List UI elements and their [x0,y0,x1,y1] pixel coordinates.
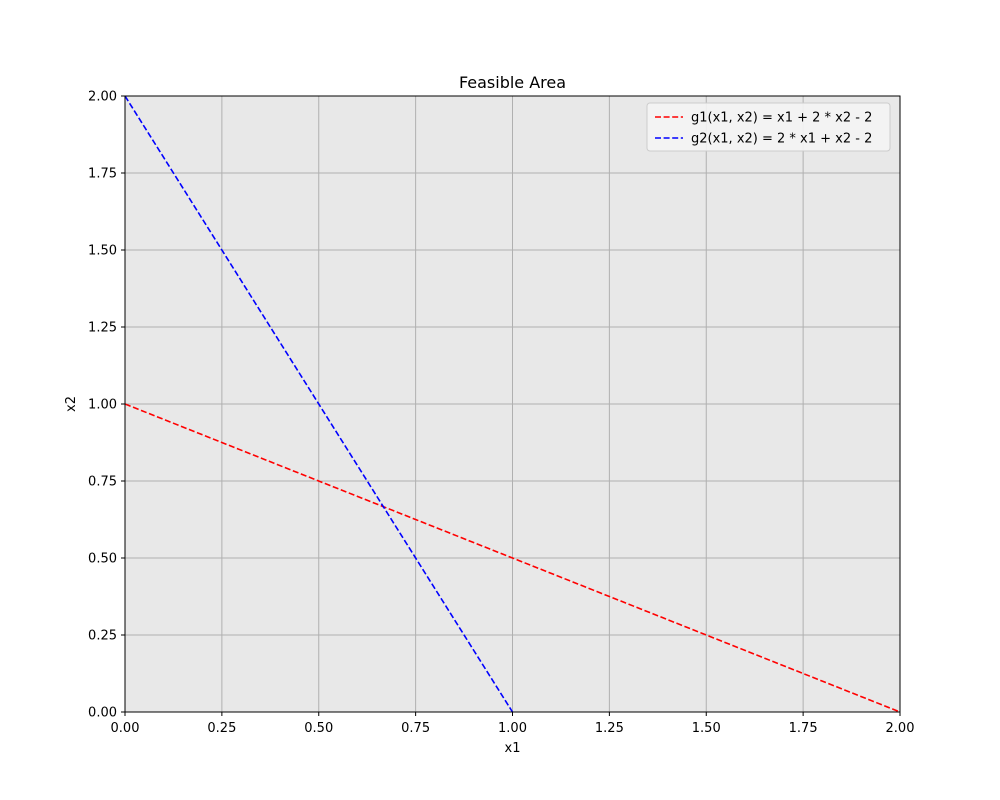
legend-label-g2: g2(x1, x2) = 2 * x1 + x2 - 2 [691,132,872,147]
series-line-g2 [124,95,514,713]
chart-title: Feasible Area [459,73,566,92]
series-line-g1 [124,403,901,713]
x-tick-label: 1.25 [595,721,624,736]
y-tick-label: 0.00 [88,706,117,721]
y-tick-label: 1.50 [88,244,117,259]
x-axis-label: x1 [505,741,521,756]
y-tick-label: 0.25 [88,629,117,644]
series-lines [124,95,901,713]
y-tick-label: 1.25 [88,321,117,336]
y-tick-label: 2.00 [88,90,117,105]
x-tick-label: 2.00 [886,721,915,736]
x-tick-label: 0.00 [111,721,140,736]
x-tick-label: 0.75 [401,721,430,736]
y-tick-label: 1.75 [88,167,117,182]
legend: g1(x1, x2) = x1 + 2 * x2 - 2 g2(x1, x2) =… [646,102,891,152]
y-axis-ticks: 0.00 0.25 0.50 0.75 1.00 1.25 1.50 1.75 2.00 [88,90,125,721]
y-axis-label: x2 [64,396,79,412]
x-axis-ticks: 0.00 0.25 0.50 0.75 1.00 1.25 1.50 1.75 2.00 [111,712,915,736]
x-tick-label: 1.75 [789,721,818,736]
legend-label-g1: g1(x1, x2) = x1 + 2 * x2 - 2 [691,111,872,126]
x-tick-label: 0.25 [207,721,236,736]
x-tick-label: 0.50 [304,721,333,736]
y-tick-label: 0.75 [88,475,117,490]
x-tick-label: 1.00 [498,721,527,736]
legend-box [646,102,891,152]
y-tick-label: 0.50 [88,552,117,567]
y-tick-label: 1.00 [88,398,117,413]
x-tick-label: 1.50 [692,721,721,736]
